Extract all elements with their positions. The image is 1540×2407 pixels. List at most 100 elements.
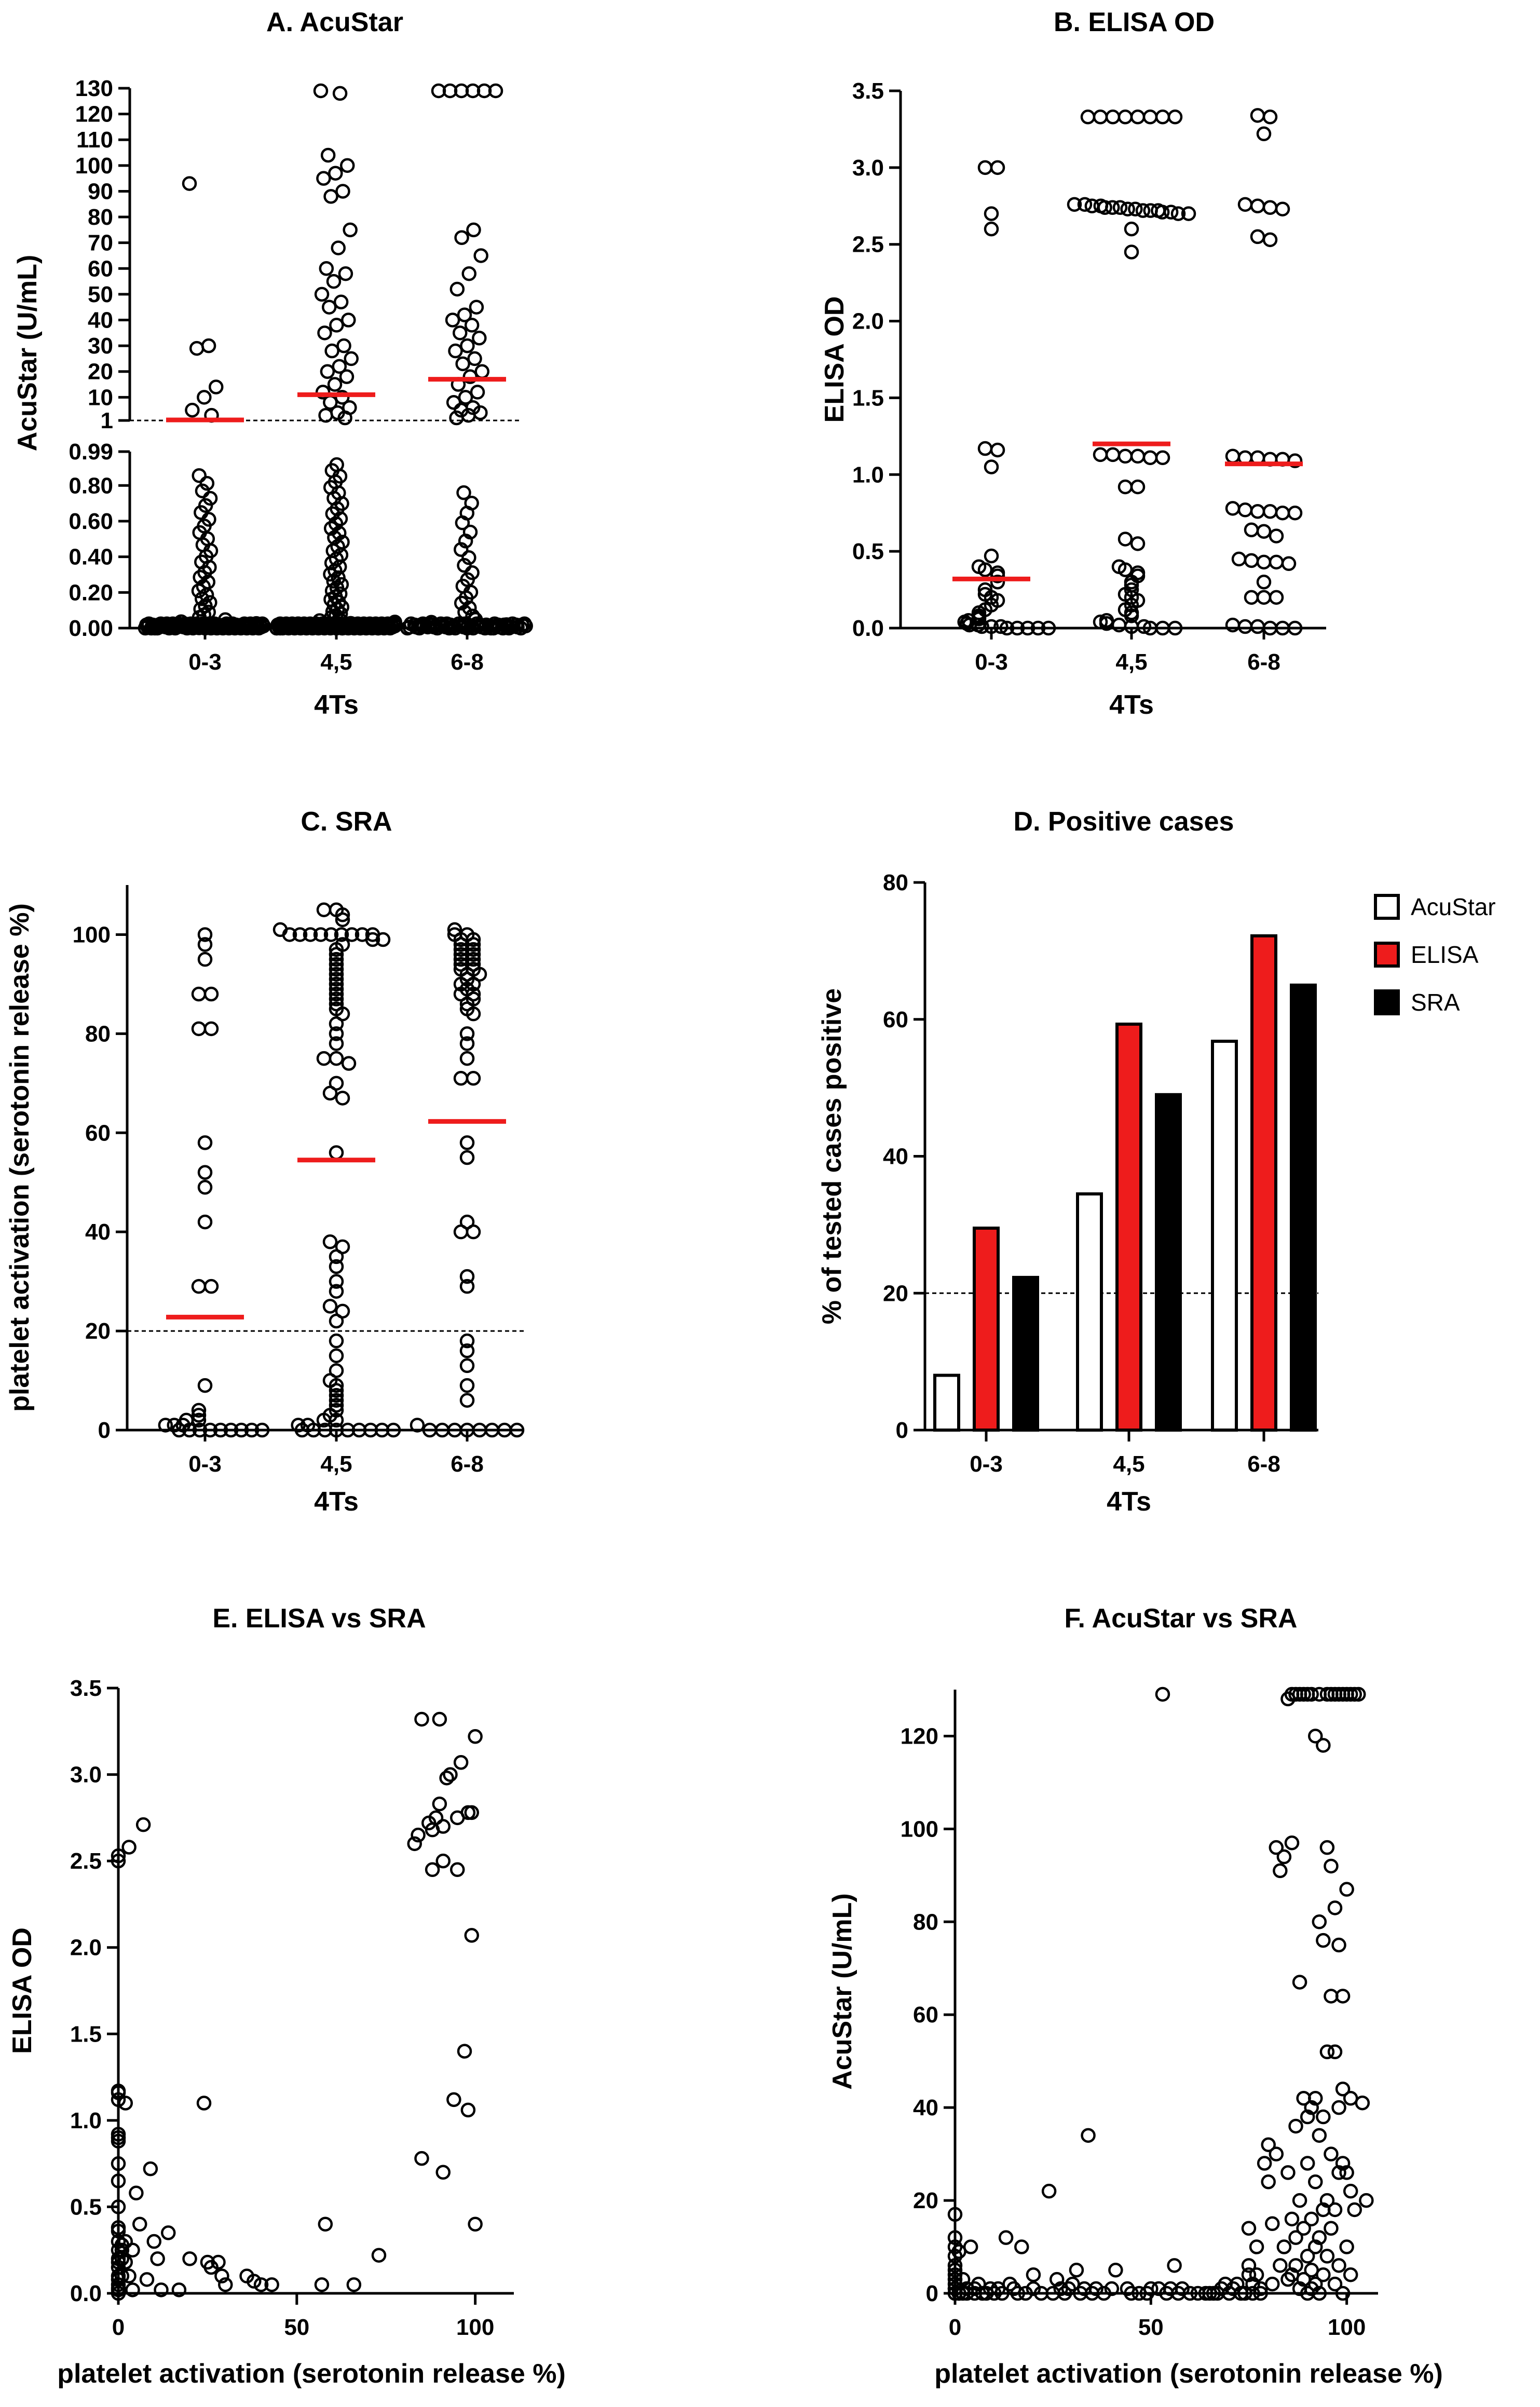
legend-label: SRA xyxy=(1411,989,1460,1016)
data-point xyxy=(314,287,330,302)
data-point xyxy=(191,1403,207,1418)
data-point xyxy=(135,1817,151,1832)
x-tick-label: 0-3 xyxy=(975,649,1008,675)
data-point xyxy=(1230,2276,1245,2292)
data-point xyxy=(1292,2193,1307,2208)
data-point xyxy=(1135,203,1151,218)
data-point xyxy=(236,620,251,635)
data-point xyxy=(316,902,332,917)
data-point xyxy=(1287,505,1303,521)
y-tick-label: 1.5 xyxy=(852,385,884,411)
data-point xyxy=(253,2277,269,2292)
data-point xyxy=(411,1827,426,1843)
data-point xyxy=(472,330,487,346)
data-point xyxy=(1020,620,1035,636)
x-tick-label: 100 xyxy=(1328,2315,1366,2340)
data-point xyxy=(329,942,344,957)
data-point xyxy=(191,1279,207,1294)
data-point xyxy=(329,1016,344,1031)
data-point xyxy=(459,1393,475,1408)
bar-sra xyxy=(1155,1093,1182,1432)
data-point xyxy=(435,1819,451,1834)
data-point xyxy=(947,2207,963,2222)
data-point xyxy=(191,583,207,599)
y-tick-label: 110 xyxy=(76,127,113,153)
data-point xyxy=(453,1071,469,1086)
data-point xyxy=(1324,2221,1339,2236)
data-point xyxy=(1257,2156,1272,2171)
data-point xyxy=(334,927,349,942)
data-point xyxy=(1339,2239,1354,2254)
y-tick-label: 0.00 xyxy=(69,616,113,641)
data-point xyxy=(446,2092,461,2107)
data-point xyxy=(1316,1738,1331,1753)
data-point xyxy=(1335,2156,1351,2171)
data-point xyxy=(1256,554,1272,570)
data-point xyxy=(129,2185,144,2201)
data-point xyxy=(1256,524,1272,539)
data-point xyxy=(329,1393,344,1408)
data-point xyxy=(984,459,999,474)
data-point xyxy=(1269,590,1284,605)
data-point xyxy=(1265,2216,1280,2232)
data-point xyxy=(1130,448,1146,464)
data-point xyxy=(411,620,426,635)
data-point xyxy=(264,2277,279,2292)
data-point xyxy=(459,1358,475,1374)
data-point xyxy=(292,927,308,942)
data-point xyxy=(1225,448,1241,464)
data-point xyxy=(1117,532,1133,547)
data-point xyxy=(335,535,350,550)
data-point xyxy=(329,1259,344,1274)
data-point xyxy=(329,1383,344,1398)
data-point xyxy=(329,1249,344,1264)
chart-title: E. ELISA vs SRA xyxy=(212,1603,426,1634)
data-point xyxy=(386,1422,401,1438)
data-point xyxy=(461,550,476,565)
data-point xyxy=(322,1085,338,1101)
data-point xyxy=(1041,620,1056,636)
data-point xyxy=(425,1862,440,1878)
data-point xyxy=(321,300,337,315)
data-point xyxy=(1167,2258,1182,2273)
data-point xyxy=(1304,2211,1319,2227)
y-tick-label: 1.0 xyxy=(852,462,884,487)
chart-title: F. AcuStar vs SRA xyxy=(1065,1603,1298,1634)
bar-elisa xyxy=(1250,934,1277,1432)
legend-swatch xyxy=(1374,942,1400,968)
data-point xyxy=(1010,2286,1025,2301)
data-point xyxy=(1112,200,1128,215)
y-tick-label: 2.5 xyxy=(70,1848,102,1874)
data-point xyxy=(1319,2249,1335,2264)
data-point xyxy=(1237,502,1253,518)
data-point xyxy=(1327,1900,1343,1915)
data-point xyxy=(329,1284,344,1299)
data-point xyxy=(343,222,358,238)
data-point xyxy=(173,614,189,629)
data-point xyxy=(474,364,489,379)
data-point xyxy=(1273,2258,1288,2273)
data-point xyxy=(1331,2165,1346,2180)
data-point xyxy=(1276,1849,1292,1865)
data-point xyxy=(333,294,349,310)
y-tick-label: 0 xyxy=(896,1418,908,1443)
data-point xyxy=(1312,2286,1327,2301)
data-point xyxy=(234,1422,249,1438)
data-point xyxy=(1167,110,1183,125)
y-tick-label: 30 xyxy=(88,333,113,359)
data-point xyxy=(977,441,993,456)
data-point xyxy=(459,1036,475,1051)
data-point xyxy=(197,390,212,405)
data-point xyxy=(118,2254,133,2270)
y-tick-label: 80 xyxy=(883,870,908,895)
data-point xyxy=(192,620,207,635)
data-point xyxy=(984,206,999,221)
data-point xyxy=(1093,614,1108,630)
panel-e: E. ELISA vs SRA 0.0 0.5 1.0 1.5 2.0 2.5 3.0 3.5 0… xyxy=(7,1603,566,2389)
data-point xyxy=(327,530,342,545)
data-point xyxy=(1288,2118,1303,2134)
data-point xyxy=(316,171,331,186)
data-point xyxy=(509,1422,525,1438)
data-point xyxy=(318,2216,333,2232)
data-point xyxy=(329,1274,344,1289)
